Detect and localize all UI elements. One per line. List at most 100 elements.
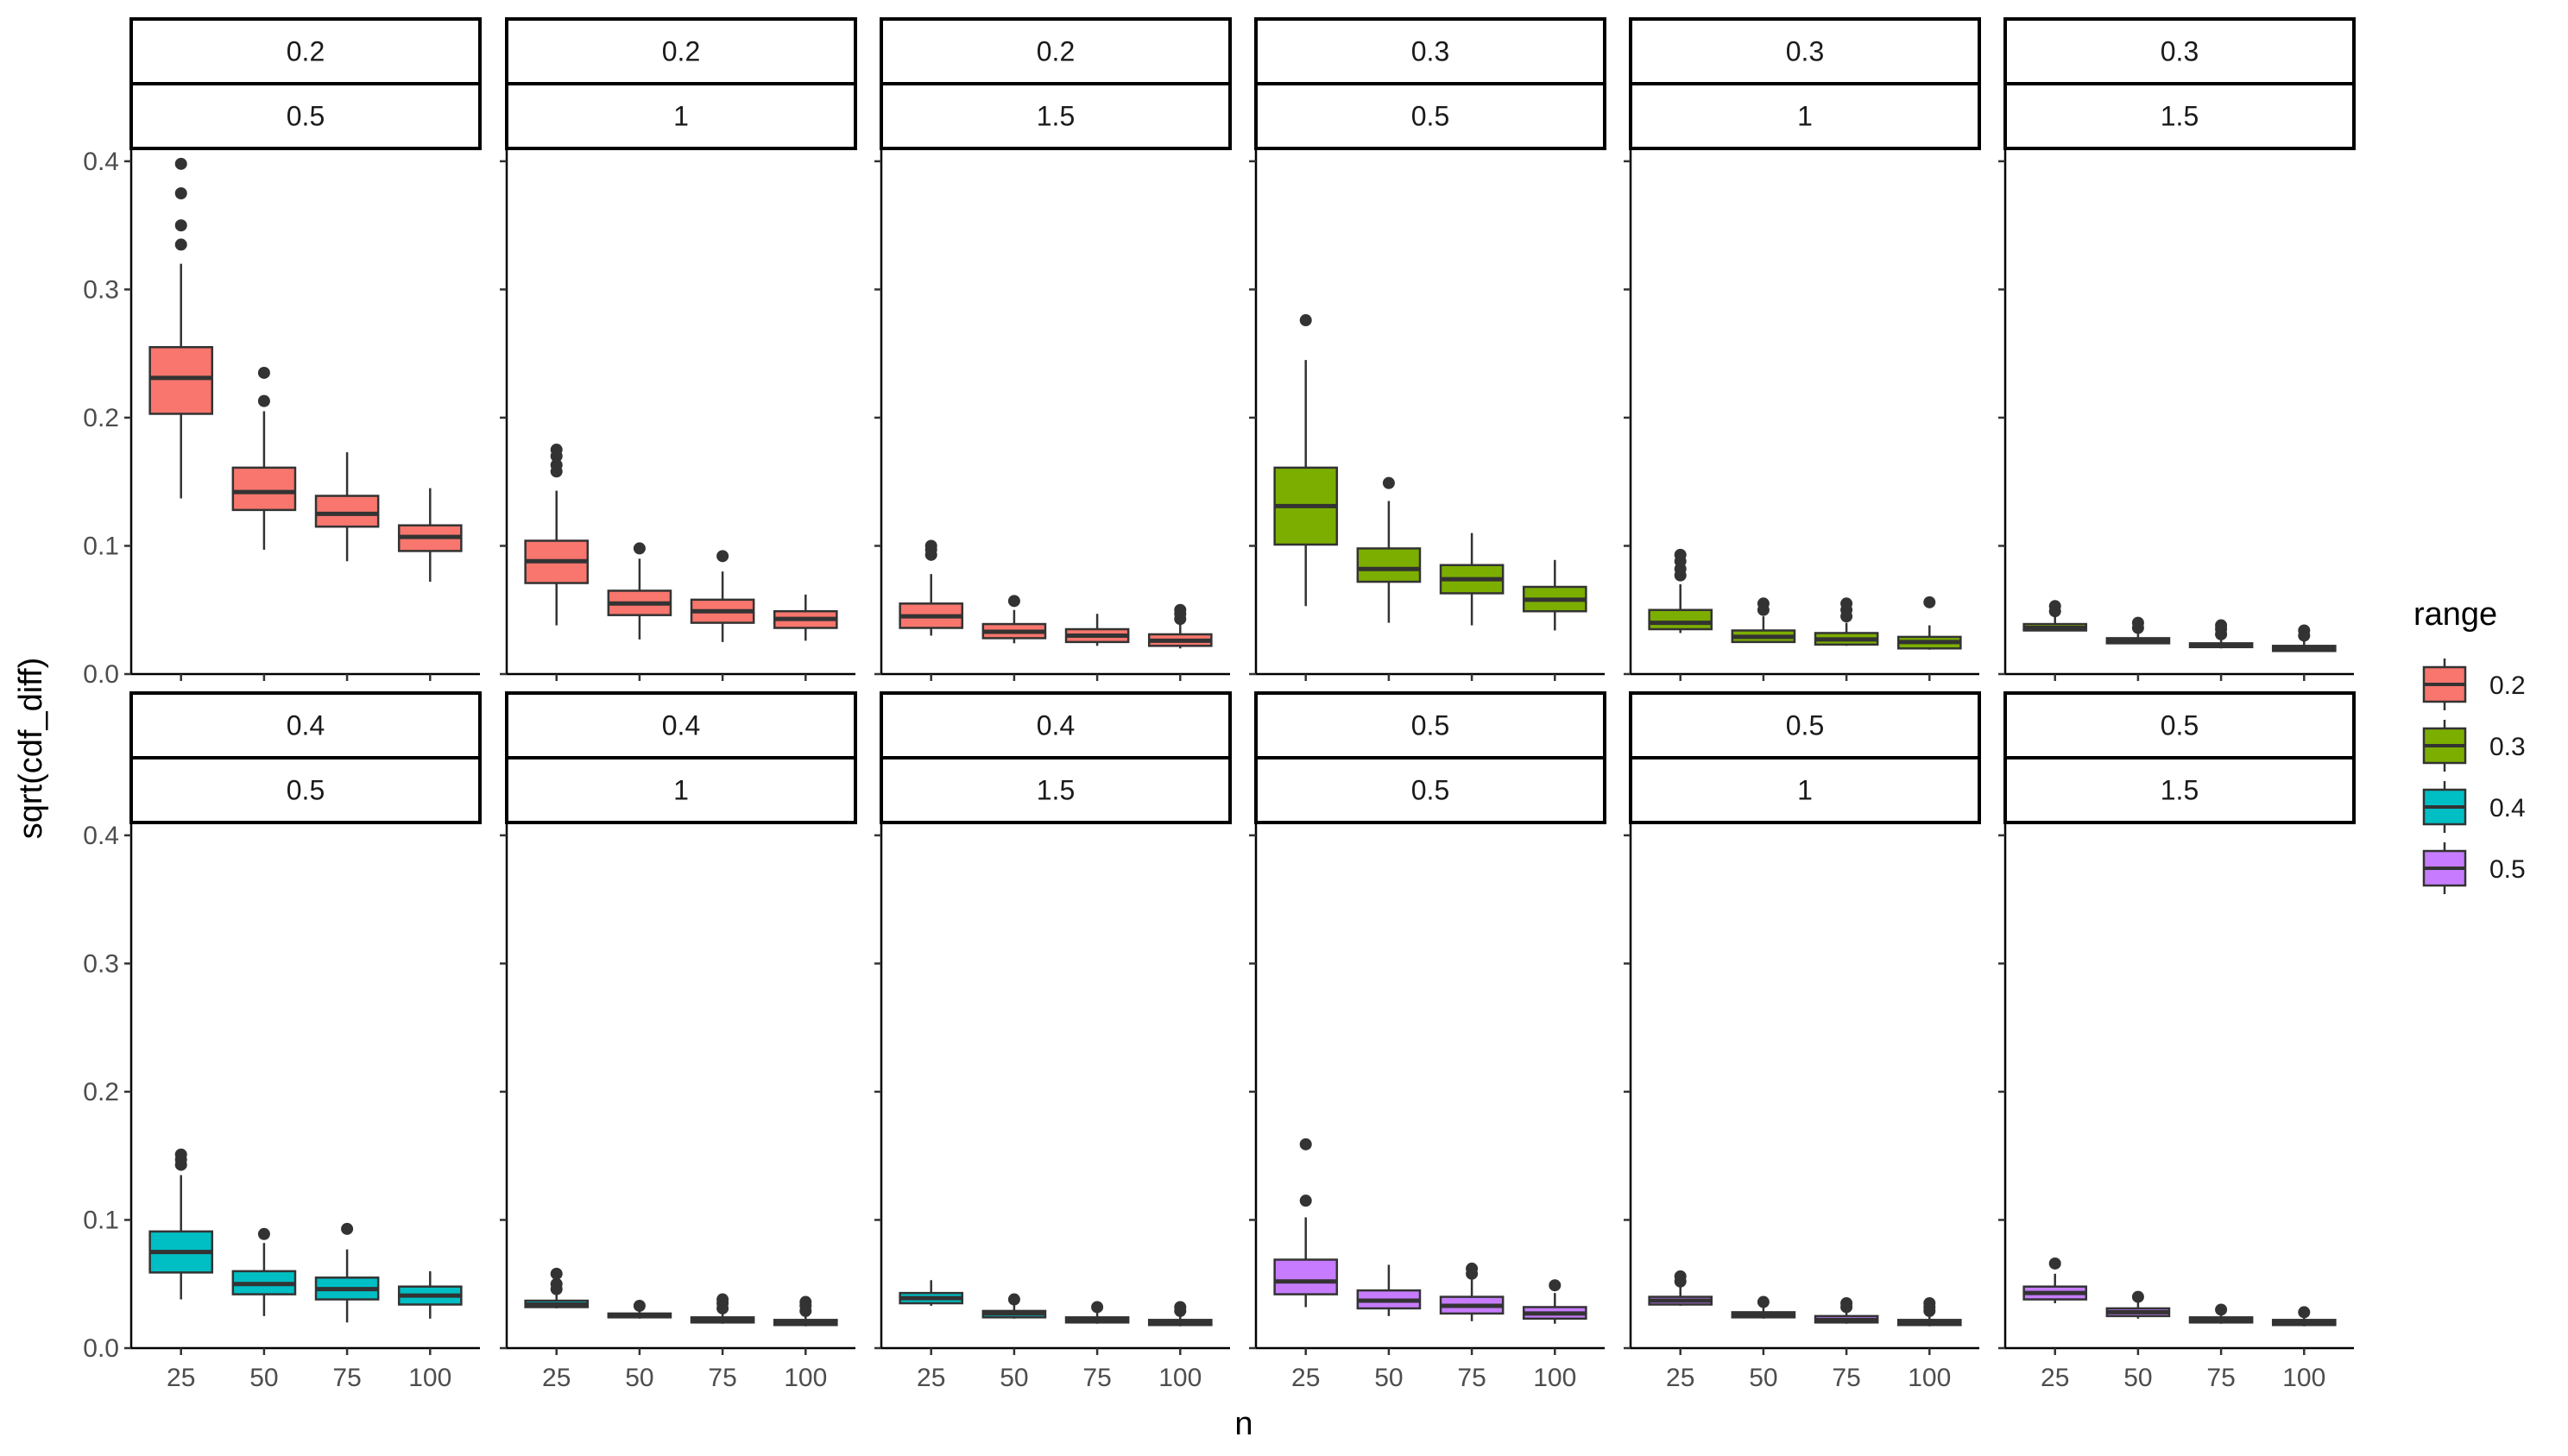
outlier-point [257, 1227, 270, 1240]
facet-strip-label: 1 [673, 775, 689, 806]
box-iqr [148, 345, 214, 415]
facet-strip-label: 0.5 [287, 775, 325, 806]
legend-label: 0.3 [2489, 733, 2526, 761]
facet-panel: 0.2 0.5 0.0 0.1 0.2 0.3 0.4 [83, 17, 482, 689]
outlier-point [2048, 1257, 2061, 1270]
boxplot [524, 1267, 590, 1308]
boxplot [1896, 1297, 1962, 1327]
facet-panel: 0.2 1.5 [874, 17, 1232, 681]
facet-strip [1629, 691, 1981, 760]
facet-strip-label: 0.5 [1786, 710, 1824, 741]
outlier-point [1466, 1262, 1479, 1275]
facet-panel: 0.31 [1624, 17, 1981, 681]
outlier-point [1382, 476, 1395, 489]
outlier-point [1840, 1297, 1853, 1310]
boxplot [1273, 314, 1339, 607]
legend-label: 0.2 [2489, 671, 2526, 700]
x-tick-label: 100 [1158, 1364, 1202, 1392]
box-iqr [314, 495, 380, 528]
x-tick-label: 25 [167, 1364, 195, 1392]
facet-panel: 0.21 [500, 17, 857, 681]
boxplot [2105, 1290, 2171, 1319]
facet-panel: 0.3 1.5 [1998, 17, 2356, 681]
boxplot [1439, 533, 1505, 626]
x-tick-label: 75 [708, 1364, 736, 1392]
outlier-point [716, 550, 729, 563]
outlier-point [174, 157, 187, 170]
boxplot [2271, 1306, 2337, 1327]
outlier-point [924, 539, 937, 552]
facet-strip-label: 0.3 [1786, 36, 1824, 67]
outlier-point [1299, 1194, 1312, 1207]
legend-label: 0.5 [2489, 855, 2526, 884]
boxplot [690, 1293, 755, 1324]
boxplot [2271, 624, 2337, 652]
boxplot [981, 595, 1047, 644]
facet-strip-label: 0.2 [662, 36, 700, 67]
x-tick-label: 50 [2123, 1364, 2152, 1392]
facet-strip-label: 0.5 [2161, 710, 2199, 741]
outlier-point [1674, 1270, 1687, 1283]
y-tick-label: 0.4 [83, 148, 119, 176]
box-iqr [231, 466, 297, 512]
boxplot [2105, 616, 2171, 645]
legend: range 0.2 0.3 0.4 0.5 [2413, 596, 2526, 894]
outlier-point [257, 366, 270, 379]
facet-strip-label: 1 [1797, 101, 1813, 132]
facet-strip [1629, 82, 1981, 150]
facet-strip [129, 17, 482, 85]
boxplot [607, 542, 672, 640]
facet-strip-label: 0.5 [1411, 101, 1449, 132]
outlier-point [550, 1267, 563, 1280]
facet-strip-label: 0.2 [287, 36, 325, 67]
facet-strip [1629, 756, 1981, 824]
outlier-point [2298, 624, 2311, 637]
legend-item: 0.3 [2422, 720, 2526, 772]
boxplot [1356, 1264, 1422, 1316]
outlier-point [550, 444, 563, 457]
boxplot [397, 488, 463, 583]
x-tick-label: 50 [1000, 1364, 1028, 1392]
outlier-point [1174, 1301, 1187, 1314]
facet-strip-label: 0.5 [1411, 775, 1449, 806]
facet-strip [1254, 756, 1606, 824]
boxplot [1731, 597, 1796, 644]
box-iqr [1273, 1258, 1339, 1295]
y-tick-label: 0.2 [83, 404, 119, 432]
y-tick-label: 0.3 [83, 275, 119, 304]
outlier-point [1549, 1279, 1562, 1292]
boxplot [607, 1299, 672, 1319]
outlier-point [1007, 595, 1020, 608]
boxplot [1522, 559, 1587, 631]
boxplot [1147, 1301, 1213, 1327]
facet-strip-label: 0.4 [287, 710, 325, 741]
facet-strip [880, 82, 1232, 150]
facet-strip [1254, 17, 1606, 85]
outlier-point [174, 186, 187, 199]
outlier-point [174, 238, 187, 251]
outlier-point [341, 1222, 354, 1235]
x-tick-label: 25 [2041, 1364, 2069, 1392]
facet-strip-label: 1 [673, 101, 689, 132]
outlier-point [2215, 1303, 2228, 1316]
x-tick-label: 75 [1832, 1364, 1860, 1392]
boxplot [1064, 1301, 1130, 1324]
y-tick-label: 0.0 [83, 1334, 119, 1363]
box-iqr [1648, 608, 1713, 631]
x-tick-label: 100 [1533, 1364, 1576, 1392]
y-tick-label: 0.4 [83, 822, 119, 850]
facet-strip-label: 0.2 [1037, 36, 1075, 67]
outlier-point [2298, 1306, 2311, 1319]
outlier-point [1007, 1293, 1020, 1306]
outlier-point [2048, 600, 2061, 613]
boxplot [314, 452, 380, 562]
legend-item: 0.2 [2422, 659, 2526, 710]
outlier-point [799, 1295, 812, 1308]
facet-strip-label: 0.3 [1411, 36, 1449, 67]
facet-panel: 0.5 1 25 50 75 100 [1624, 691, 1981, 1392]
x-tick-label: 100 [2282, 1364, 2325, 1392]
legend-item: 0.4 [2422, 781, 2526, 833]
boxplot [524, 444, 590, 626]
facet-panel: 0.3 0.5 [1249, 17, 1606, 681]
